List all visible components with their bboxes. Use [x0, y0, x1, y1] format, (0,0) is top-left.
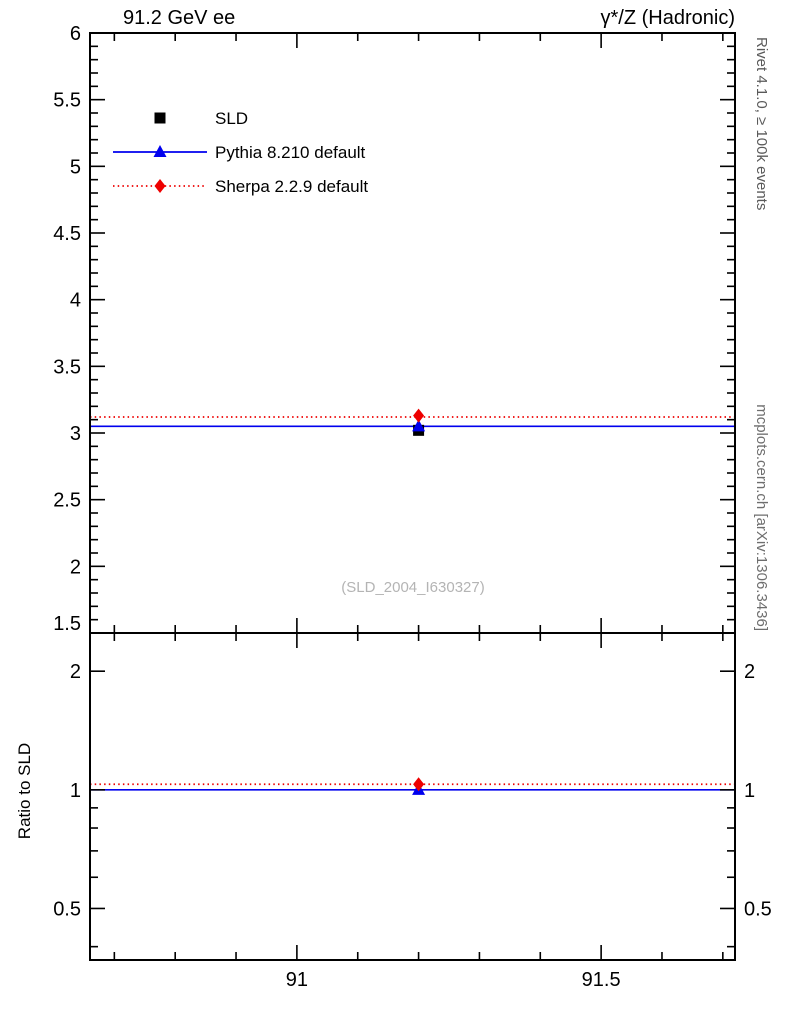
main-ytick-label: 2 [70, 556, 81, 578]
main-ytick-label: 4.5 [53, 223, 81, 245]
rivet-version-label: Rivet 4.1.0, ≥ 100k events [753, 37, 770, 210]
axis-ticks [90, 32, 735, 960]
model-lines [90, 416, 735, 791]
main-ytick-label: 4 [70, 290, 81, 312]
main-ytick-label: 2.5 [53, 490, 81, 512]
ratio-ytick-label-right: 0.5 [744, 898, 772, 920]
x-tick-label: 91 [286, 969, 308, 991]
main-ytick-label: 6 [70, 23, 81, 45]
legend-marker-square [154, 112, 166, 124]
pythia-marker [412, 419, 426, 432]
sherpa-marker [413, 408, 425, 423]
legend-label: Sherpa 2.2.9 default [215, 177, 368, 196]
legend-label: SLD [215, 109, 248, 128]
mcplots-arxiv-label: mcplots.cern.ch [arXiv:1306.3436] [753, 404, 770, 631]
legend-marker-triangle [153, 145, 167, 157]
main-panel-frame [89, 32, 736, 634]
ratio-ytick-label: 2 [70, 661, 81, 683]
analysis-id-watermark: (SLD_2004_I630327) [341, 579, 484, 596]
ratio-ytick-label-right: 1 [744, 780, 755, 802]
main-ytick-label: 1.5 [53, 613, 81, 635]
ratio-ytick-label-right: 2 [744, 661, 755, 683]
x-tick-label: 91.5 [582, 969, 621, 991]
main-ytick-label: 5 [70, 156, 81, 178]
data-markers [412, 408, 426, 795]
ratio-panel-frame [89, 632, 736, 961]
legend-marker-diamond [154, 179, 166, 193]
sherpa-ratio-marker [413, 777, 425, 792]
ratio-ytick-label: 0.5 [53, 898, 81, 920]
axis-labels: 1.5 2 2.5 3 3.5 4 4.5 5 5.5 6 0.5 0.5 1 1 2 2 91 91.5 [53, 23, 772, 991]
process-title: γ*/Z (Hadronic) [601, 7, 735, 29]
ratio-axis-label: Ratio to SLD [15, 743, 34, 839]
main-ytick-label: 3 [70, 423, 81, 445]
ratio-ytick-label: 1 [70, 780, 81, 802]
legend-label: Pythia 8.210 default [215, 143, 366, 162]
energy-title: 91.2 GeV ee [123, 7, 235, 29]
main-ytick-label: 3.5 [53, 356, 81, 378]
legend: SLD Pythia 8.210 default Sherpa 2.2.9 defa… [113, 109, 368, 196]
main-ytick-label: 5.5 [53, 90, 81, 112]
